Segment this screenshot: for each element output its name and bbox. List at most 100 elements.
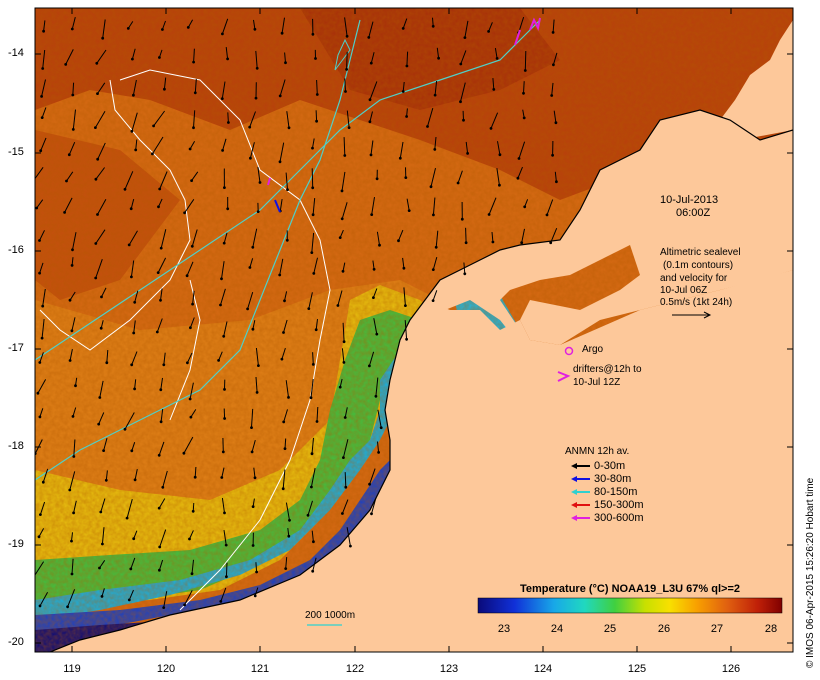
- velocity-arrow-head: [463, 272, 467, 276]
- velocity-arrow-head: [158, 187, 162, 191]
- velocity-arrow-head: [220, 97, 224, 100]
- velocity-arrow: [518, 141, 526, 159]
- velocity-arrow-head: [315, 420, 319, 423]
- velocity-arrow-head: [72, 511, 75, 515]
- velocity-arrow-head: [190, 244, 194, 248]
- velocity-arrow: [285, 502, 290, 521]
- velocity-arrow-head: [368, 98, 372, 102]
- velocity-arrow-head: [223, 388, 226, 391]
- velocity-arrow: [35, 561, 45, 576]
- x-tick-label: 125: [627, 663, 647, 675]
- velocity-arrow-head: [130, 275, 133, 279]
- velocity-arrow-head: [315, 93, 319, 96]
- velocity-arrow-head: [460, 217, 464, 221]
- velocity-arrow: [99, 560, 106, 569]
- velocity-arrow-head: [398, 156, 402, 160]
- velocity-arrow-head: [99, 510, 103, 514]
- velocity-arrow-head: [41, 304, 45, 308]
- velocity-arrow-head: [280, 357, 284, 361]
- velocity-arrow: [156, 318, 163, 333]
- isobath-label: 200 1000m: [305, 610, 356, 621]
- velocity-arrow: [313, 257, 318, 274]
- velocity-arrow-head: [429, 185, 433, 189]
- altimetry-label-2: (0.1m contours): [663, 260, 734, 271]
- velocity-arrow: [257, 166, 261, 183]
- velocity-arrow-head: [520, 241, 524, 245]
- velocity-arrow-head: [123, 187, 127, 191]
- velocity-arrow: [523, 81, 525, 94]
- velocity-arrow: [368, 351, 375, 367]
- velocity-arrow: [68, 142, 76, 155]
- x-tick-label: 119: [63, 663, 81, 675]
- velocity-arrow-head: [285, 238, 289, 242]
- velocity-arrow: [551, 82, 554, 96]
- velocity-arrow: [163, 591, 168, 608]
- velocity-arrow: [284, 438, 287, 449]
- velocity-arrow-head: [250, 450, 254, 454]
- velocity-arrow-head: [219, 600, 223, 603]
- velocity-arrow-head: [191, 509, 195, 513]
- velocity-arrow: [371, 498, 377, 514]
- velocity-arrow: [434, 80, 438, 96]
- velocity-arrow-head: [161, 28, 164, 31]
- velocity-arrow: [72, 232, 77, 250]
- velocity-arrow: [126, 498, 133, 519]
- velocity-arrow: [251, 408, 254, 428]
- velocity-arrow: [133, 530, 138, 539]
- colorbar-tick: 24: [550, 623, 564, 635]
- velocity-arrow-head: [101, 36, 105, 40]
- y-tick-label: -17: [8, 342, 24, 354]
- velocity-arrow-head: [221, 32, 224, 36]
- velocity-arrow-head: [250, 426, 253, 429]
- velocity-arrow: [342, 439, 349, 458]
- velocity-arrow: [159, 171, 168, 190]
- velocity-arrow-head: [158, 545, 162, 549]
- legend-arrowhead: [571, 489, 577, 495]
- velocity-arrow: [343, 137, 346, 156]
- velocity-arrow-head: [94, 126, 97, 129]
- velocity-arrow: [163, 352, 166, 365]
- velocity-arrow: [135, 139, 138, 150]
- velocity-arrow-head: [522, 116, 526, 120]
- x-tick-label: 123: [439, 663, 459, 675]
- velocity-arrow: [252, 320, 256, 330]
- velocity-arrow-head: [94, 242, 98, 245]
- velocity-arrow-head: [100, 295, 103, 299]
- velocity-arrow: [189, 317, 195, 328]
- velocity-arrow: [402, 257, 405, 269]
- velocity-arrow: [496, 168, 500, 186]
- velocity-arrow: [128, 230, 138, 246]
- velocity-arrow-head: [310, 485, 313, 489]
- velocity-arrow: [279, 199, 283, 212]
- velocity-arrow-head: [338, 236, 342, 240]
- velocity-arrow-head: [306, 513, 310, 517]
- velocity-arrow: [283, 319, 288, 333]
- velocity-arrow: [255, 347, 259, 366]
- velocity-arrow: [191, 229, 198, 247]
- velocity-arrow: [221, 467, 225, 478]
- x-tick-label: 120: [156, 663, 176, 675]
- time-label: 06:00Z: [676, 207, 711, 219]
- altimetry-label-3: and velocity for: [660, 273, 728, 284]
- velocity-arrow: [95, 167, 106, 180]
- velocity-arrow: [312, 198, 316, 215]
- velocity-arrow: [72, 82, 75, 96]
- velocity-arrow: [64, 197, 73, 213]
- velocity-arrow-head: [133, 300, 137, 304]
- velocity-arrow: [191, 171, 199, 181]
- velocity-arrow-head: [98, 396, 102, 399]
- velocity-arrow-head: [498, 183, 501, 187]
- velocity-arrow-head: [186, 26, 190, 29]
- velocity-arrow-head: [183, 603, 187, 607]
- velocity-arrow: [158, 559, 164, 571]
- velocity-arrow: [369, 468, 376, 485]
- velocity-arrow: [430, 167, 436, 187]
- isobath-1000m: [35, 19, 541, 361]
- velocity-arrow-head: [68, 359, 72, 362]
- y-tick-label: -19: [8, 538, 24, 550]
- velocity-arrow-head: [315, 119, 318, 123]
- velocity-arrow: [158, 441, 165, 456]
- velocity-arrow-head: [336, 304, 340, 307]
- velocity-arrow-head: [130, 449, 134, 453]
- velocity-arrow-head: [68, 488, 72, 492]
